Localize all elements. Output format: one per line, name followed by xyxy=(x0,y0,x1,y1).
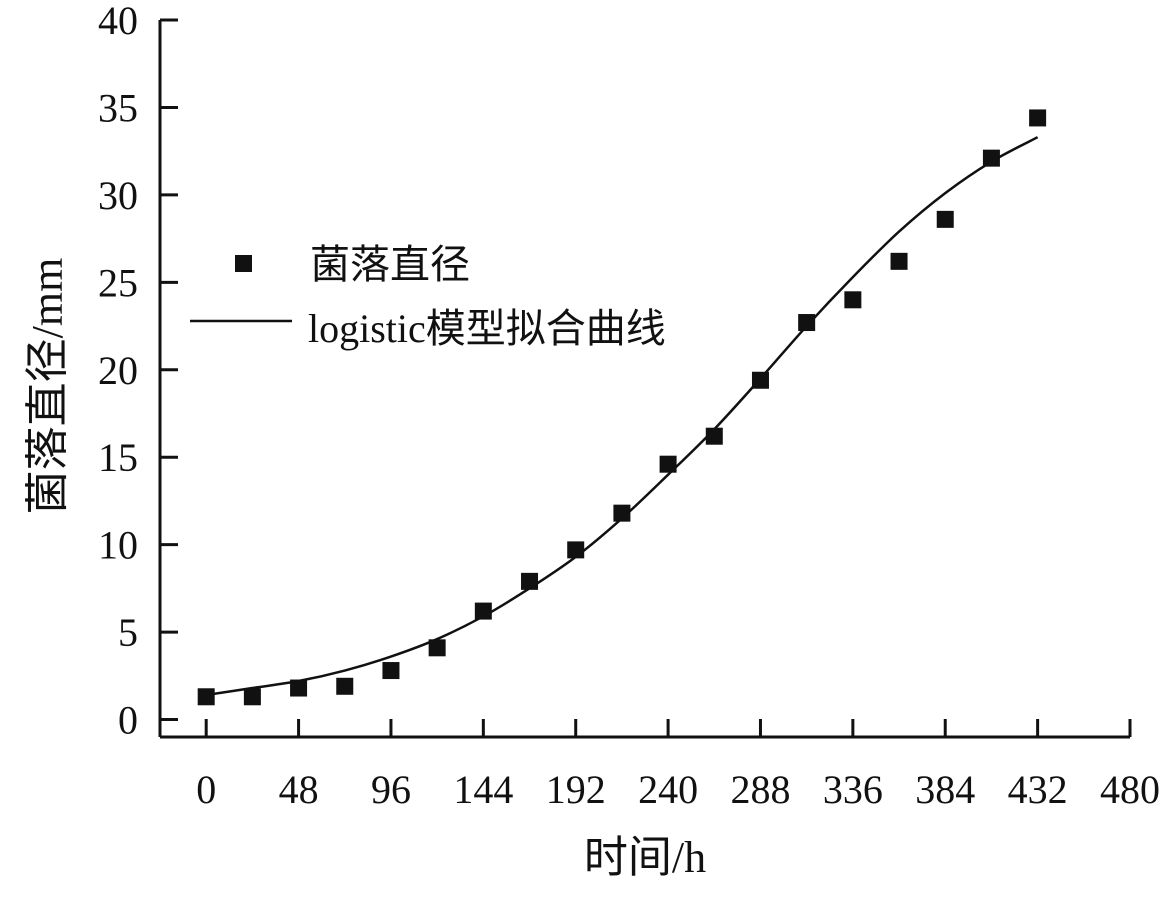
y-tick-label: 35 xyxy=(98,85,138,130)
y-tick-label: 20 xyxy=(98,348,138,393)
legend: 菌落直径 logistic模型拟合曲线 xyxy=(190,242,666,351)
x-tick-label: 48 xyxy=(279,767,319,812)
y-tick-label: 0 xyxy=(118,698,138,743)
data-point xyxy=(428,639,446,657)
data-point xyxy=(1029,109,1047,127)
y-tick-label: 30 xyxy=(98,173,138,218)
data-point xyxy=(243,688,261,706)
legend-label-points: 菌落直径 xyxy=(310,242,470,287)
y-axis-title: 菌落直径/mm xyxy=(23,258,72,515)
y-tick-label: 15 xyxy=(98,435,138,480)
y-tick-label: 5 xyxy=(118,610,138,655)
x-tick-label: 0 xyxy=(196,767,216,812)
data-point xyxy=(197,688,215,706)
x-tick-label: 96 xyxy=(371,767,411,812)
data-point xyxy=(844,291,862,309)
legend-marker-square xyxy=(235,255,252,272)
legend-label-curve: logistic模型拟合曲线 xyxy=(308,306,666,351)
data-point xyxy=(751,371,769,389)
data-point xyxy=(474,602,492,620)
y-tick-label: 25 xyxy=(98,260,138,305)
y-tick-label: 40 xyxy=(98,0,138,43)
y-tick-label: 10 xyxy=(98,523,138,568)
data-point xyxy=(382,662,400,680)
data-point xyxy=(659,455,677,473)
data-point xyxy=(290,679,308,697)
fit-curve-layer xyxy=(206,136,1039,697)
x-tick-label: 384 xyxy=(915,767,975,812)
x-tick-label: 144 xyxy=(453,767,513,812)
data-point xyxy=(613,504,631,522)
x-tick-label: 432 xyxy=(1008,767,1068,812)
x-axis-title: 时间/h xyxy=(584,833,706,882)
data-point xyxy=(982,149,1000,167)
x-tick-label: 480 xyxy=(1100,767,1160,812)
x-tick-label: 336 xyxy=(823,767,883,812)
data-points-layer xyxy=(197,109,1047,706)
x-tick-label: 288 xyxy=(730,767,790,812)
data-point xyxy=(336,677,354,695)
data-point xyxy=(890,252,908,270)
data-point xyxy=(936,210,954,228)
data-point xyxy=(521,572,539,590)
x-tick-label: 192 xyxy=(546,767,606,812)
fit-curve xyxy=(206,136,1039,697)
data-point xyxy=(705,427,723,445)
axes: 0 5 10 15 20 25 30 35 40 0 48 96 144 192 240 288 336 384 4… xyxy=(98,0,1160,812)
x-tick-label: 240 xyxy=(638,767,698,812)
data-point xyxy=(567,541,585,559)
data-point xyxy=(798,314,816,332)
